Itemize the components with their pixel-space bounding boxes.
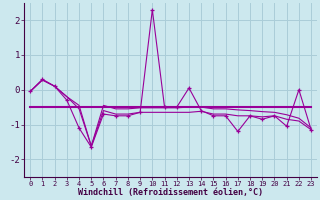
X-axis label: Windchill (Refroidissement éolien,°C): Windchill (Refroidissement éolien,°C) <box>78 188 263 197</box>
